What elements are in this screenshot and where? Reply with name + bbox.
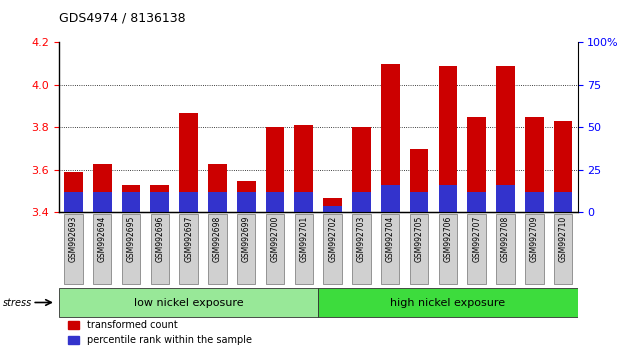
Text: GSM992704: GSM992704 (386, 215, 395, 262)
Text: GDS4974 / 8136138: GDS4974 / 8136138 (59, 12, 186, 25)
Text: GSM992707: GSM992707 (472, 215, 481, 262)
FancyBboxPatch shape (237, 214, 255, 284)
FancyBboxPatch shape (64, 214, 83, 284)
FancyBboxPatch shape (438, 214, 457, 284)
Text: GSM992695: GSM992695 (127, 215, 135, 262)
Text: GSM992697: GSM992697 (184, 215, 193, 262)
FancyBboxPatch shape (381, 214, 399, 284)
Bar (468, 117, 486, 212)
Bar (410, 192, 428, 212)
Bar (352, 192, 371, 212)
Bar (64, 192, 83, 212)
Text: stress: stress (3, 298, 32, 308)
Bar (237, 181, 256, 212)
Text: GSM992710: GSM992710 (559, 215, 568, 262)
Bar (150, 185, 169, 212)
FancyBboxPatch shape (93, 214, 111, 284)
Text: GSM992694: GSM992694 (97, 215, 107, 262)
Text: GSM992709: GSM992709 (530, 215, 539, 262)
Bar (496, 66, 515, 212)
FancyBboxPatch shape (122, 214, 140, 284)
FancyBboxPatch shape (410, 214, 428, 284)
Bar (525, 192, 543, 212)
Bar (381, 185, 400, 212)
Text: GSM992700: GSM992700 (271, 215, 279, 262)
Bar (266, 127, 284, 212)
FancyBboxPatch shape (525, 214, 543, 284)
Text: GSM992708: GSM992708 (501, 215, 510, 262)
FancyBboxPatch shape (179, 214, 198, 284)
Bar (64, 172, 83, 212)
Text: GSM992701: GSM992701 (299, 215, 309, 262)
Text: GSM992702: GSM992702 (328, 215, 337, 262)
Legend: transformed count, percentile rank within the sample: transformed count, percentile rank withi… (64, 316, 256, 349)
FancyBboxPatch shape (151, 214, 169, 284)
FancyBboxPatch shape (352, 214, 371, 284)
FancyBboxPatch shape (266, 214, 284, 284)
Bar (150, 192, 169, 212)
FancyBboxPatch shape (324, 214, 342, 284)
Text: GSM992693: GSM992693 (69, 215, 78, 262)
Text: GSM992703: GSM992703 (357, 215, 366, 262)
Bar (294, 125, 313, 212)
FancyBboxPatch shape (496, 214, 515, 284)
Bar (410, 149, 428, 212)
FancyBboxPatch shape (554, 214, 573, 284)
Bar (438, 185, 457, 212)
Bar (352, 127, 371, 212)
Bar (324, 206, 342, 212)
Text: low nickel exposure: low nickel exposure (134, 298, 243, 308)
Bar (496, 185, 515, 212)
Bar (122, 192, 140, 212)
Bar (438, 66, 457, 212)
Bar (122, 185, 140, 212)
FancyBboxPatch shape (468, 214, 486, 284)
Bar (525, 117, 543, 212)
Bar (208, 164, 227, 212)
Text: GSM992699: GSM992699 (242, 215, 251, 262)
FancyBboxPatch shape (59, 288, 318, 317)
Text: GSM992698: GSM992698 (213, 215, 222, 262)
FancyBboxPatch shape (208, 214, 227, 284)
Bar (93, 164, 112, 212)
Bar (179, 113, 198, 212)
Bar (266, 192, 284, 212)
Text: GSM992706: GSM992706 (443, 215, 452, 262)
Bar (554, 121, 573, 212)
Bar (237, 192, 256, 212)
Bar (179, 192, 198, 212)
FancyBboxPatch shape (318, 288, 578, 317)
FancyBboxPatch shape (294, 214, 313, 284)
Bar (324, 198, 342, 212)
Text: high nickel exposure: high nickel exposure (391, 298, 505, 308)
Bar (381, 64, 400, 212)
Bar (294, 192, 313, 212)
Bar (93, 192, 112, 212)
Text: GSM992696: GSM992696 (155, 215, 165, 262)
Text: GSM992705: GSM992705 (415, 215, 424, 262)
Bar (208, 192, 227, 212)
Bar (554, 192, 573, 212)
Bar (468, 192, 486, 212)
